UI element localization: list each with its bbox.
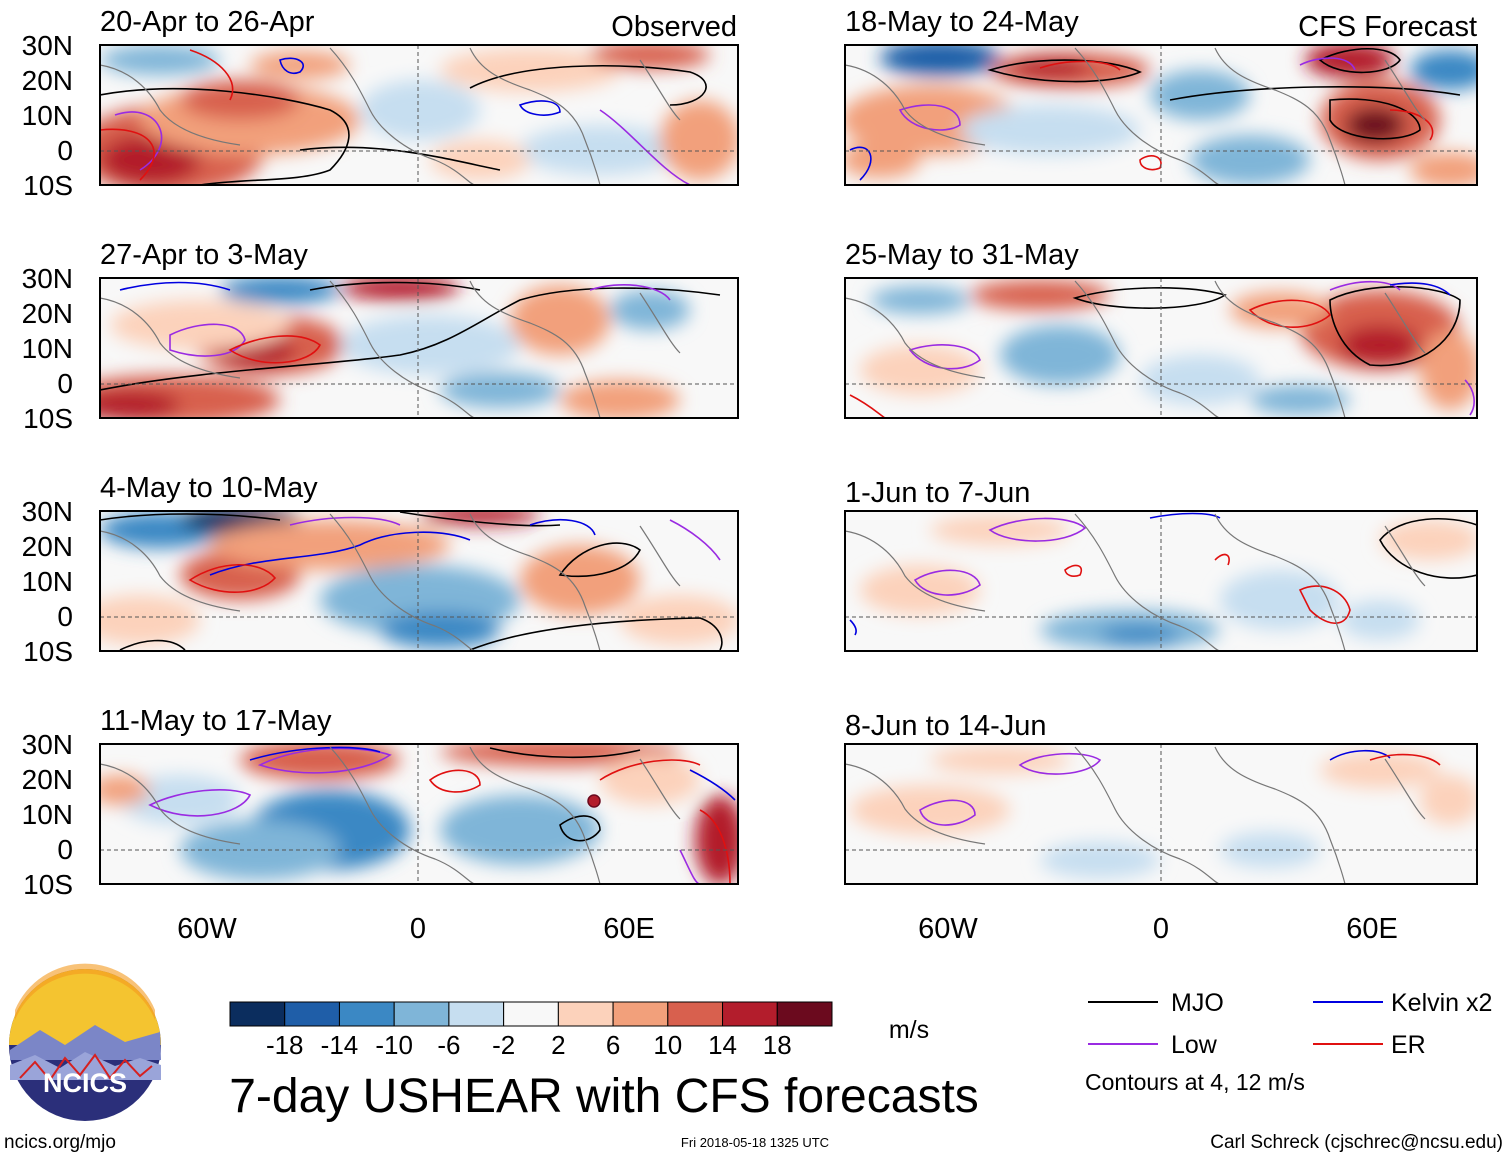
shear-field: [845, 45, 1477, 185]
colorbar-tick-label: 10: [653, 1030, 682, 1060]
colorbar-tick-label: -2: [492, 1030, 515, 1060]
latitude-tick-label: 10S: [23, 636, 73, 667]
panel-observed-4: 11-May to 17-May: [99, 705, 739, 885]
latitude-tick-label: 10N: [22, 566, 73, 597]
colorbar-swatch: [338, 1001, 395, 1027]
longitude-axis-labels: 60W 0 60E 60W 0 60E: [177, 913, 1398, 945]
latitude-tick-label: 20N: [22, 764, 73, 795]
colorbar-tick-label: 6: [606, 1030, 620, 1060]
latitude-tick-label: 10S: [23, 869, 73, 900]
contour-legend: MJO Kelvin x2 Low ER Contours at 4, 12 m…: [1085, 989, 1492, 1095]
latitude-tick-label: 30N: [22, 729, 73, 760]
shear-field: [100, 278, 738, 418]
shear-field: [100, 45, 738, 185]
colorbar-swatch: [722, 1001, 778, 1027]
colorbar-tick-label: 18: [763, 1030, 792, 1060]
colorbar-tick-label: -14: [321, 1030, 359, 1060]
panel-forecast-3: 1-Jun to 7-Jun: [844, 477, 1478, 652]
colorbar-swatch: [503, 1001, 559, 1027]
shear-field: [100, 744, 738, 884]
legend-label-mjo: MJO: [1171, 989, 1224, 1017]
ncics-logo: NCICS: [9, 963, 161, 1121]
panel-period-label: 27-Apr to 3-May: [100, 239, 308, 271]
longitude-tick-label: 0: [410, 913, 426, 945]
panel-period-label: 20-Apr to 26-Apr: [100, 6, 315, 38]
longitude-tick-label: 0: [1153, 913, 1169, 945]
colorbar-swatch: [284, 1001, 340, 1027]
colorbar-swatch: [229, 1001, 286, 1027]
panel-period-label: 4-May to 10-May: [100, 472, 318, 504]
legend-label-kelvin: Kelvin x2: [1391, 989, 1492, 1017]
latitude-tick-label: 0: [57, 135, 73, 166]
colorbar-swatch: [776, 1001, 833, 1027]
latitude-tick-label: 0: [57, 601, 73, 632]
panel-period-label: 25-May to 31-May: [845, 239, 1079, 271]
column-header-forecast: CFS Forecast: [1298, 11, 1477, 43]
latitude-tick-label: 20N: [22, 531, 73, 562]
latitude-tick-label: 10N: [22, 333, 73, 364]
website-link[interactable]: ncics.org/mjo: [4, 1132, 116, 1153]
latitude-tick-label: 0: [57, 834, 73, 865]
contour-note: Contours at 4, 12 m/s: [1085, 1069, 1305, 1095]
colorbar-tick-label: -18: [266, 1030, 304, 1060]
legend-label-low: Low: [1171, 1031, 1218, 1059]
panel-period-label: 11-May to 17-May: [100, 705, 332, 737]
longitude-tick-label: 60E: [603, 913, 655, 945]
latitude-tick-label: 30N: [22, 496, 73, 527]
latitude-tick-label: 10N: [22, 100, 73, 131]
author-credit: Carl Schreck (cjschrec@ncsu.edu): [1210, 1132, 1503, 1153]
logo-text: NCICS: [43, 1068, 127, 1098]
latitude-tick-label: 0: [57, 368, 73, 399]
latitude-tick-label: 10S: [23, 403, 73, 434]
shear-field: [845, 744, 1477, 884]
figure-title: 7-day USHEAR with CFS forecasts: [229, 1070, 979, 1123]
panel-period-label: 18-May to 24-May: [845, 6, 1079, 38]
shear-field: [845, 511, 1477, 651]
latitude-tick-label: 20N: [22, 298, 73, 329]
panel-forecast-1: 18-May to 24-May CFS Forecast: [844, 6, 1478, 186]
panel-observed-2: 27-Apr to 3-May: [99, 239, 739, 419]
colorbar-swatch: [393, 1001, 450, 1027]
shear-field: [845, 278, 1477, 418]
colorbar-unit: m/s: [889, 1016, 929, 1044]
legend-label-er: ER: [1391, 1031, 1426, 1059]
latitude-tick-label: 10S: [23, 170, 73, 201]
column-header-observed: Observed: [611, 11, 737, 43]
longitude-tick-label: 60W: [177, 913, 237, 945]
colorbar-tick-label: 14: [708, 1030, 737, 1060]
timestamp: Fri 2018-05-18 1325 UTC: [681, 1135, 829, 1150]
colorbar-tick-label: 2: [551, 1030, 565, 1060]
shear-field: [100, 511, 738, 651]
colorbar-swatch: [448, 1001, 505, 1027]
colorbar-swatch: [667, 1001, 724, 1027]
latitude-axis-labels: 30N 20N 10N 0 10S 30N 20N 10N 0 10S 30N 20N 10N 0 10S 3…: [22, 30, 73, 900]
colorbar-tick-label: -6: [437, 1030, 460, 1060]
latitude-tick-label: 20N: [22, 65, 73, 96]
panel-forecast-2: 25-May to 31-May: [844, 239, 1478, 419]
panel-period-label: 1-Jun to 7-Jun: [845, 477, 1030, 509]
longitude-tick-label: 60W: [918, 913, 978, 945]
panel-observed-1: 20-Apr to 26-Apr Observed: [99, 6, 739, 186]
latitude-tick-label: 10N: [22, 799, 73, 830]
panel-observed-3: 4-May to 10-May: [99, 472, 739, 652]
latitude-tick-label: 30N: [22, 263, 73, 294]
longitude-tick-label: 60E: [1346, 913, 1398, 945]
latitude-tick-label: 30N: [22, 30, 73, 61]
colorbar: -18 -14 -10 -6 -2 2 6 10 14 18: [229, 1001, 833, 1060]
panel-period-label: 8-Jun to 14-Jun: [845, 710, 1047, 742]
colorbar-tick-label: -10: [375, 1030, 413, 1060]
colorbar-swatch: [557, 1001, 614, 1027]
panel-forecast-4: 8-Jun to 14-Jun: [844, 710, 1478, 885]
colorbar-swatch: [612, 1001, 669, 1027]
